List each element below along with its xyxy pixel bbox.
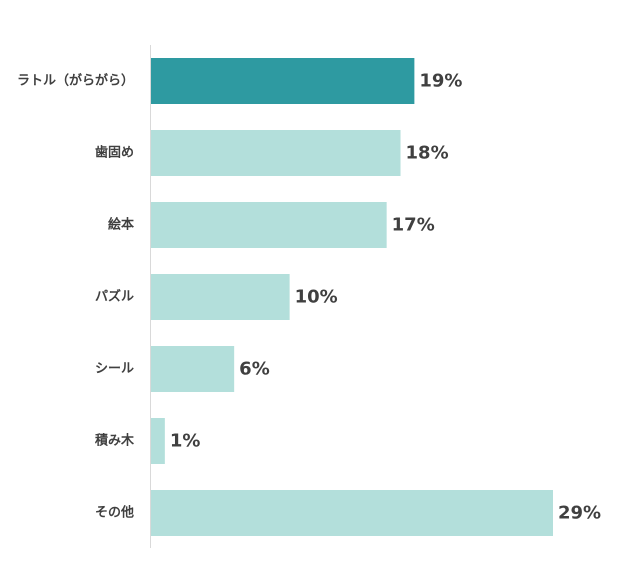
- category-label-6: 積み木: [94, 433, 135, 449]
- value-labels-group: 19% 18% 17% 10% 6% 1% 29%: [170, 71, 601, 524]
- bars-group: [151, 58, 553, 536]
- category-label-1: ラトル（がらがら）: [17, 73, 134, 89]
- value-label-2: 18%: [406, 143, 449, 164]
- value-label-4: 10%: [295, 287, 338, 308]
- bar-7: [151, 490, 553, 536]
- value-label-6: 1%: [170, 431, 201, 452]
- category-label-3: 絵本: [108, 217, 134, 233]
- category-label-2: 歯固め: [95, 145, 134, 161]
- category-label-4: パズル: [95, 289, 134, 305]
- category-label-5: シール: [95, 362, 134, 377]
- bar-4: [151, 274, 290, 320]
- value-label-5: 6%: [239, 359, 270, 380]
- value-label-7: 29%: [558, 503, 601, 524]
- category-label-7: その他: [95, 505, 134, 521]
- bar-2: [151, 130, 401, 176]
- value-label-1: 19%: [419, 71, 462, 92]
- bar-1: [151, 58, 415, 104]
- value-label-3: 17%: [392, 215, 435, 236]
- bar-6: [151, 418, 165, 464]
- bar-5: [151, 346, 235, 392]
- bar-3: [151, 202, 387, 248]
